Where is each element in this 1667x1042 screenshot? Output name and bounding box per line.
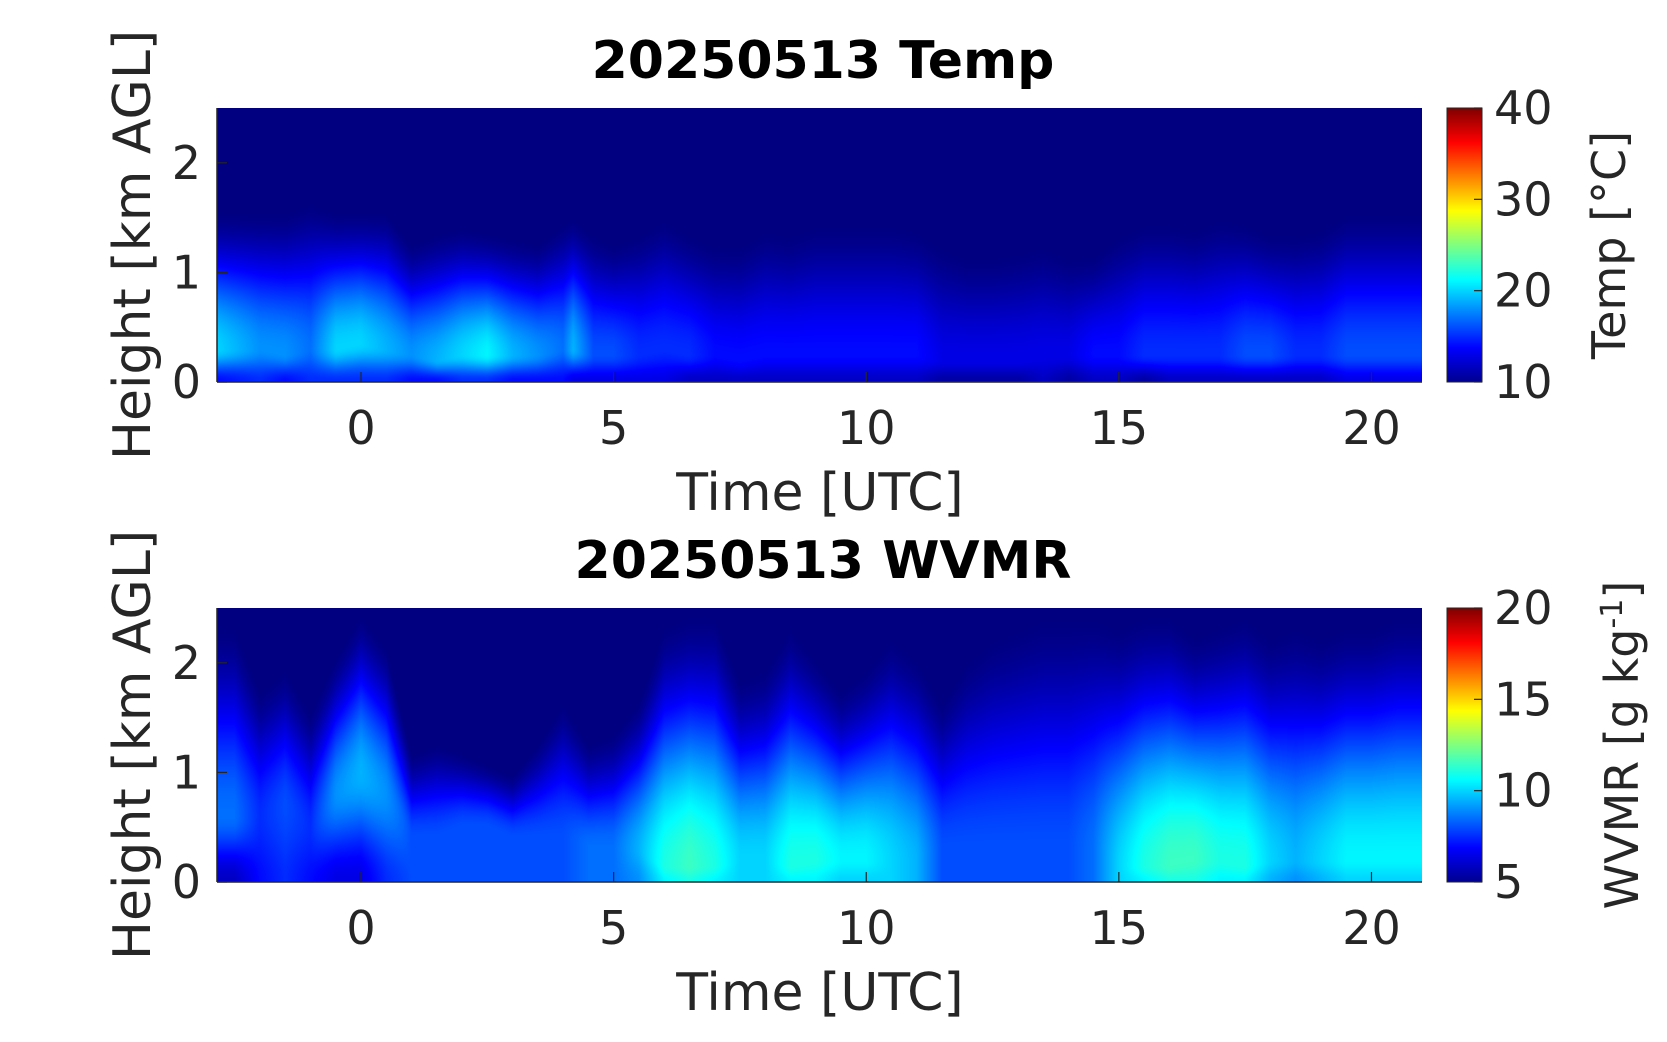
wvmr-y-tick-label: 1 — [172, 745, 201, 799]
wvmr-x-tick-label: 5 — [599, 901, 628, 955]
wvmr-x-tick-label: 15 — [1090, 901, 1149, 955]
temp-y-tick-label: 1 — [172, 245, 201, 299]
wvmr-x-tick-label: 10 — [837, 901, 896, 955]
temp-colorbar-ticks: 10 20 30 40 — [1474, 81, 1553, 409]
wvmr-colorbar-label-exponent: -1 — [1595, 599, 1630, 629]
wvmr-colorbar-tick-label: 20 — [1494, 581, 1553, 635]
temp-x-axis-label: Time [UTC] — [675, 463, 963, 523]
wvmr-colorbar-tick-label: 5 — [1494, 855, 1523, 909]
wvmr-x-tick-label: 0 — [346, 901, 375, 955]
temp-colorbar-tick-label: 40 — [1494, 81, 1553, 135]
wvmr-y-tick-label: 0 — [172, 855, 201, 909]
wvmr-colorbar-ticks: 5 10 15 20 — [1474, 581, 1553, 909]
wvmr-panel: 20250513 WVMR 0 5 10 15 20 0 1 2 Time [UTC] Hei… — [103, 530, 1649, 1023]
wvmr-colorbar-label-end: ] — [1595, 581, 1649, 599]
temp-colorbar-tick-label: 10 — [1494, 355, 1553, 409]
temp-colorbar-tick-label: 20 — [1494, 264, 1553, 318]
wvmr-x-tick-label: 20 — [1342, 901, 1401, 955]
temp-y-axis-label: Height [km AGL] — [103, 30, 163, 460]
wvmr-heatmap-area — [217, 608, 1422, 882]
wvmr-heatmap-canvas — [217, 608, 1422, 882]
temp-heatmap-area — [217, 108, 1422, 382]
wvmr-colorbar — [1446, 607, 1483, 883]
temp-colorbar-label: Temp [°C] — [1582, 131, 1636, 360]
wvmr-y-tick-label: 2 — [172, 636, 201, 690]
temp-panel: 20250513 Temp 0 5 10 15 20 0 1 2 Time [UTC] Hei… — [103, 30, 1636, 523]
temp-x-tick-label: 20 — [1342, 401, 1401, 455]
wvmr-colorbar-tick-label: 15 — [1494, 672, 1553, 726]
wvmr-x-axis-label: Time [UTC] — [675, 963, 963, 1023]
temp-x-tick-label: 0 — [346, 401, 375, 455]
temp-axes: 0 5 10 15 20 0 1 2 — [172, 108, 1422, 455]
wvmr-axes: 0 5 10 15 20 0 1 2 — [172, 608, 1422, 955]
temp-colorbar — [1446, 107, 1483, 383]
temp-x-tick-label: 10 — [837, 401, 896, 455]
temp-y-tick-label: 2 — [172, 136, 201, 190]
wvmr-y-axis-label: Height [km AGL] — [103, 530, 163, 960]
wvmr-colorbar-tick-label: 10 — [1494, 764, 1553, 818]
temp-x-tick-label: 15 — [1090, 401, 1149, 455]
temp-heatmap-canvas — [217, 108, 1422, 382]
temp-x-tick-label: 5 — [599, 401, 628, 455]
temp-y-tick-label: 0 — [172, 355, 201, 409]
wvmr-colorbar-label-main: WVMR [g kg — [1595, 629, 1649, 910]
wvmr-chart-title: 20250513 WVMR — [575, 531, 1072, 591]
temp-colorbar-tick-label: 30 — [1494, 172, 1553, 226]
temp-chart-title: 20250513 Temp — [592, 31, 1055, 91]
wvmr-colorbar-label: WVMR [g kg-1] — [1595, 581, 1649, 910]
